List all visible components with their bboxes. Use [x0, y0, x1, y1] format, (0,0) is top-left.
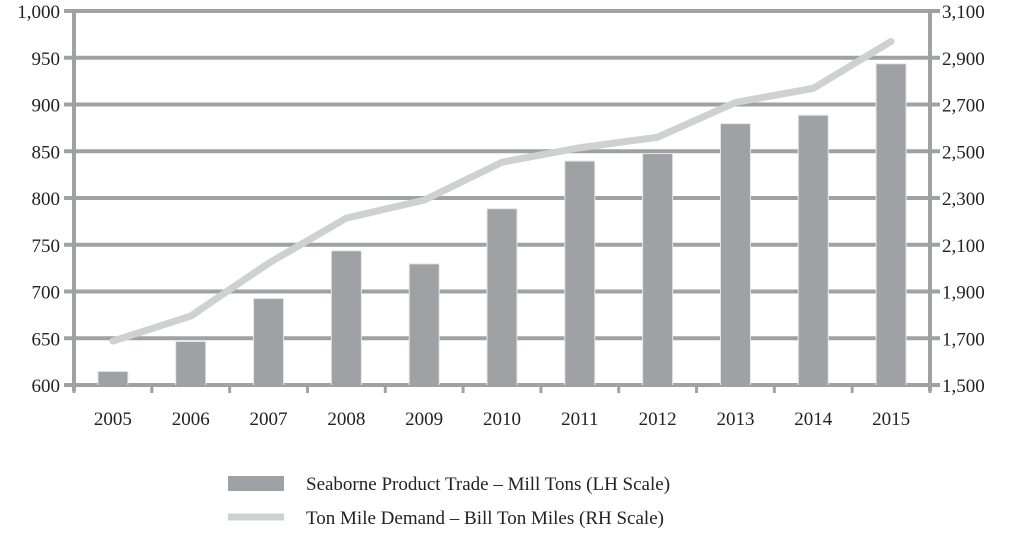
left-tick-label: 750 — [32, 236, 61, 257]
legend-line-label: Ton Mile Demand – Bill Ton Miles (RH Sca… — [306, 508, 664, 529]
bar-2012 — [643, 154, 672, 385]
right-tick-label: 3,100 — [942, 2, 985, 23]
legend-bar-label: Seaborne Product Trade – Mill Tons (LH S… — [306, 474, 670, 495]
x-tick-label: 2006 — [172, 409, 210, 430]
x-tick-label: 2013 — [716, 409, 754, 430]
left-tick-label: 1,000 — [17, 2, 60, 23]
left-tick-label: 600 — [32, 376, 61, 397]
right-tick-label: 1,500 — [942, 376, 985, 397]
bar-2009 — [410, 264, 439, 385]
left-tick-label: 700 — [32, 283, 61, 304]
right-tick-label: 2,700 — [942, 96, 985, 117]
left-tick-label: 950 — [32, 49, 61, 70]
bar-2014 — [799, 116, 828, 385]
bar-2006 — [176, 342, 205, 385]
bar-2015 — [877, 64, 906, 385]
x-tick-label: 2011 — [561, 409, 598, 430]
right-tick-label: 1,700 — [942, 329, 985, 350]
bar-2007 — [254, 299, 283, 385]
bar-2013 — [721, 124, 750, 385]
left-tick-label: 800 — [32, 189, 61, 210]
right-tick-label: 2,100 — [942, 236, 985, 257]
legend-bar-swatch — [228, 476, 284, 491]
x-tick-label: 2015 — [872, 409, 910, 430]
left-tick-label: 900 — [32, 96, 61, 117]
x-tick-label: 2008 — [327, 409, 365, 430]
bar-2010 — [488, 209, 517, 385]
x-tick-label: 2007 — [250, 409, 288, 430]
x-tick-label: 2009 — [405, 409, 443, 430]
right-tick-label: 2,300 — [942, 189, 985, 210]
right-tick-label: 2,500 — [942, 142, 985, 163]
bar-2008 — [332, 251, 361, 385]
x-tick-label: 2014 — [794, 409, 833, 430]
bar-2011 — [565, 162, 594, 385]
right-tick-label: 2,900 — [942, 49, 985, 70]
legend: Seaborne Product Trade – Mill Tons (LH S… — [228, 474, 670, 529]
x-tick-label: 2005 — [94, 409, 132, 430]
right-tick-label: 1,900 — [942, 283, 985, 304]
left-tick-label: 650 — [32, 329, 61, 350]
left-tick-label: 850 — [32, 142, 61, 163]
bar-2005 — [98, 372, 127, 385]
x-tick-label: 2012 — [639, 409, 677, 430]
x-tick-label: 2010 — [483, 409, 521, 430]
